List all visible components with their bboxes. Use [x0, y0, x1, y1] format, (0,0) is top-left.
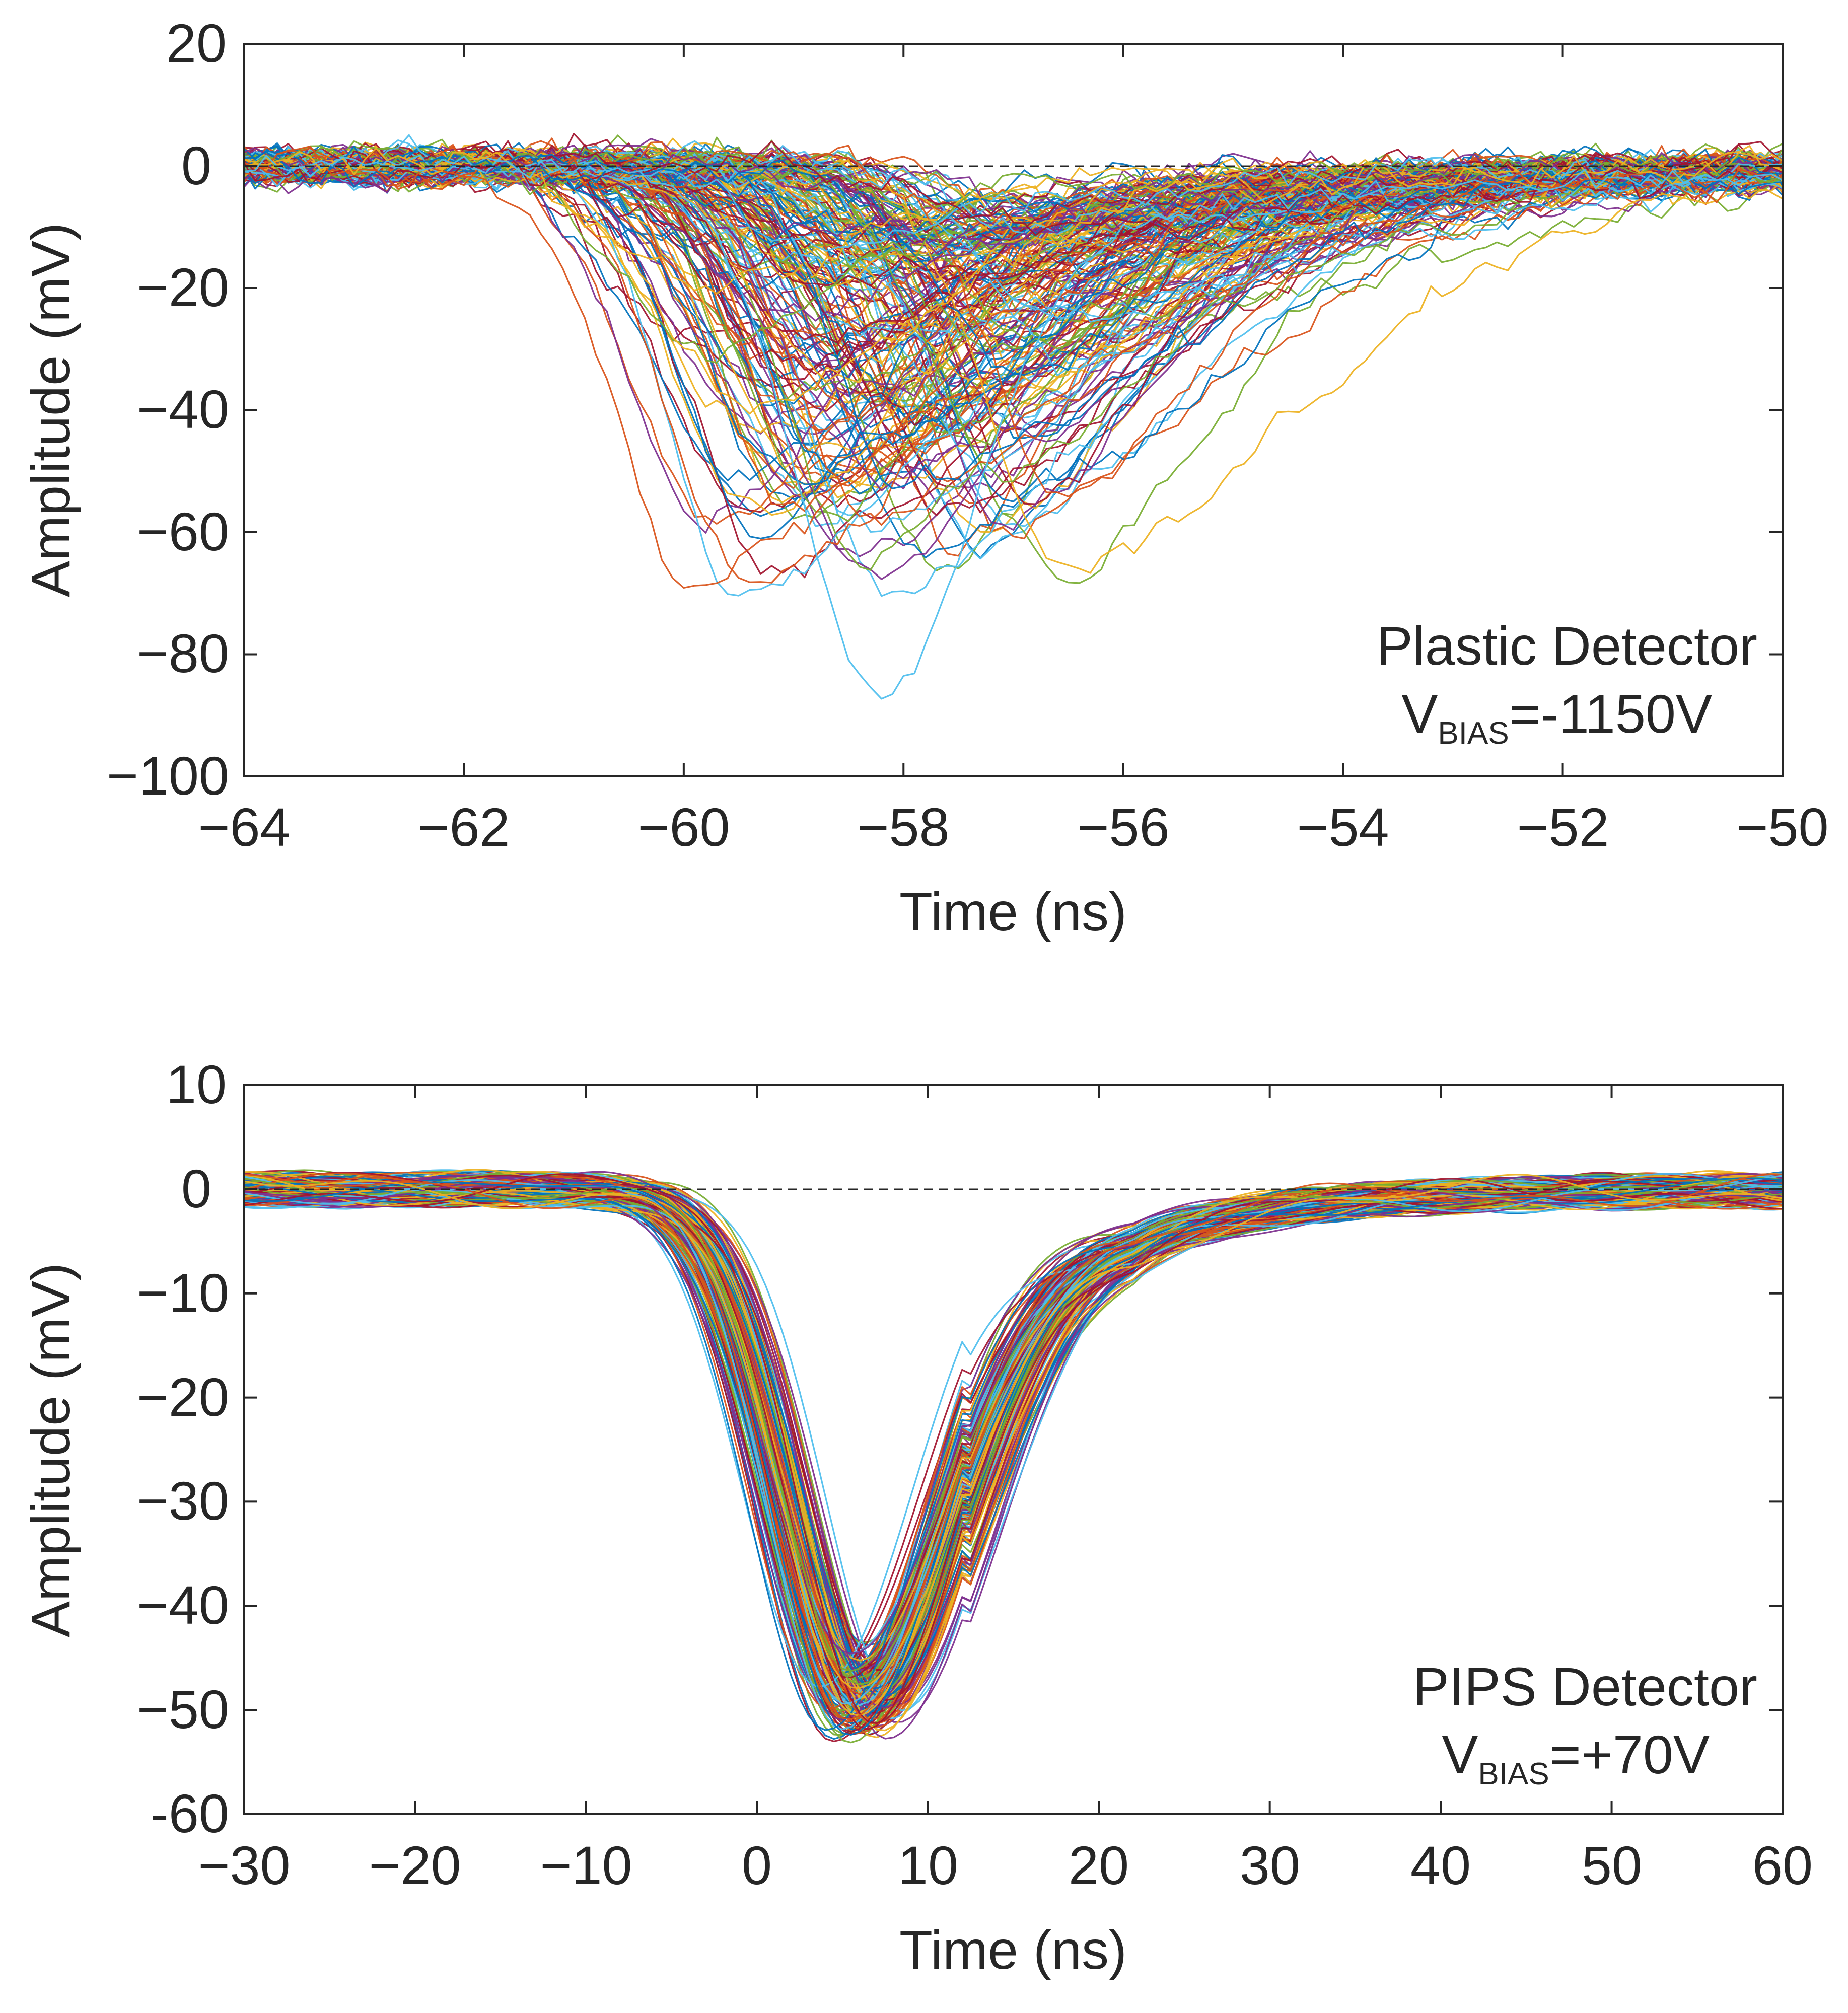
pips-xtick-label: 50	[1582, 1835, 1642, 1896]
plastic-series-line	[244, 155, 1783, 700]
bias-subscript: BIAS	[1438, 716, 1509, 751]
plastic-xtick-label: −58	[857, 797, 949, 857]
pips-detector-annotation: PIPS Detector	[1413, 1656, 1757, 1717]
bias-subscript: BIAS	[1478, 1757, 1549, 1791]
pips-ytick-label: −40	[137, 1574, 229, 1635]
pips-ytick-label: −20	[137, 1367, 229, 1427]
plastic-series-line	[244, 145, 1783, 415]
pips-series-line	[244, 1174, 1783, 1689]
pips-series-line	[244, 1173, 1783, 1724]
plastic-xtick-label: −64	[198, 797, 290, 857]
plastic-y-axis-label: Amplitude (mV)	[20, 223, 81, 597]
pips-ytick-label: −30	[137, 1470, 229, 1531]
plastic-series-line	[244, 151, 1783, 489]
pips-series-line	[244, 1173, 1783, 1720]
pips-series-line	[244, 1182, 1783, 1689]
plastic-ticks	[243, 43, 1784, 777]
plastic-ytick-label: −80	[137, 623, 229, 684]
pips-xtick-label: 20	[1069, 1835, 1129, 1896]
plastic-series-line	[244, 150, 1783, 252]
plastic-bias-annotation: VBIAS=-1150V	[1401, 683, 1712, 751]
plastic-xtick-label: −56	[1077, 797, 1169, 857]
pips-plot-frame	[243, 1084, 1784, 1815]
pips-xtick-label: −10	[540, 1835, 632, 1896]
plastic-xtick-label: −50	[1736, 797, 1828, 857]
pips-ytick-label: −50	[137, 1679, 229, 1740]
plastic-ytick-label: −100	[107, 745, 229, 806]
plastic-xtick-label: −54	[1297, 797, 1389, 857]
plastic-ytick-label: 0	[181, 135, 211, 196]
plastic-ytick-label: 20	[166, 13, 227, 74]
plastic-x-axis-label: Time (ns)	[899, 881, 1127, 942]
plastic-xtick-label: −60	[637, 797, 730, 857]
pips-bias-annotation: VBIAS=+70V	[1442, 1724, 1710, 1791]
bias-value: =+70V	[1549, 1724, 1710, 1785]
plastic-ytick-label: −60	[137, 501, 229, 562]
pips-xtick-label: 30	[1240, 1835, 1300, 1896]
plastic-xtick-label: −62	[417, 797, 510, 857]
pips-ytick-label: -60	[151, 1783, 229, 1844]
pips-xtick-label: 0	[742, 1835, 772, 1896]
pips-ticks	[243, 1084, 1784, 1815]
plastic-detector-annotation: Plastic Detector	[1377, 615, 1757, 676]
pips-xtick-label: 60	[1752, 1835, 1813, 1896]
pips-ytick-label: 10	[166, 1054, 227, 1115]
plastic-series-line	[244, 152, 1783, 295]
pips-series-line	[244, 1177, 1783, 1736]
pips-chart: -60 −50 −40 −30 −20 −10 0 10 −30 −20 −10…	[20, 1054, 1813, 1980]
plastic-chart: −100 −80 −60 −40 −20 0 20 −64 −62 −60 −5…	[20, 13, 1829, 942]
plastic-xtick-label: −52	[1517, 797, 1609, 857]
plastic-series-line	[244, 146, 1783, 589]
pips-xtick-label: −20	[369, 1835, 461, 1896]
pips-ytick-label: 0	[181, 1158, 211, 1219]
pips-y-axis-label: Amplitude (mV)	[20, 1263, 81, 1637]
plastic-series-line	[244, 134, 1783, 323]
bias-symbol: V	[1401, 683, 1438, 744]
plastic-ytick-label: −20	[137, 257, 229, 318]
pips-xtick-label: −30	[198, 1835, 290, 1896]
plastic-series-line	[244, 149, 1783, 322]
pips-ytick-label: −10	[137, 1262, 229, 1323]
pips-x-axis-label: Time (ns)	[899, 1919, 1127, 1980]
pips-series-line	[244, 1172, 1783, 1725]
pips-xtick-label: 10	[898, 1835, 958, 1896]
plastic-traces	[243, 132, 1784, 700]
bias-symbol: V	[1442, 1724, 1478, 1785]
pips-traces	[244, 1169, 1783, 1744]
bias-value: =-1150V	[1509, 683, 1712, 744]
pips-series-line	[244, 1175, 1783, 1721]
pips-xtick-label: 40	[1410, 1835, 1471, 1896]
plastic-ytick-label: −40	[137, 379, 229, 440]
